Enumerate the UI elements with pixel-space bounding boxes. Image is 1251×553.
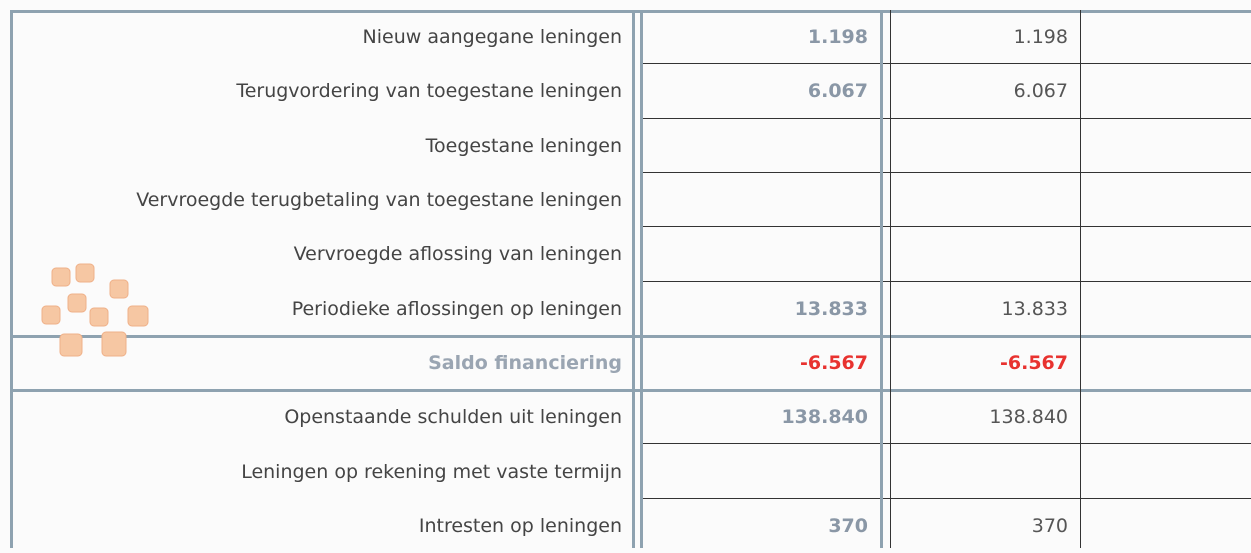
row-label: Toegestane leningen: [425, 134, 622, 157]
row-label: Saldo financiering: [428, 351, 622, 374]
col-line: [632, 10, 635, 548]
value-cell: 138.840: [989, 406, 1068, 429]
row-line: [640, 497, 1251, 499]
row-line: [640, 171, 1251, 173]
col-line: [10, 10, 13, 548]
row-line: [640, 63, 1251, 65]
dice-icon: [41, 263, 149, 357]
value-cell: 1.198: [1013, 26, 1068, 49]
value-cell: 13.833: [1001, 297, 1068, 320]
row-line: [640, 226, 1251, 228]
value-cell: 138.840: [781, 406, 868, 429]
value-cell: -6.567: [800, 351, 868, 374]
row-label: Vervroegde terugbetaling van toegestane …: [136, 189, 622, 212]
col-line: [640, 10, 643, 548]
row-line: [10, 334, 1251, 338]
row-label: Nieuw aangegane leningen: [362, 26, 622, 49]
row-label: Periodieke aflossingen op leningen: [291, 297, 622, 320]
col-line: [890, 10, 891, 548]
value-cell: 6.067: [807, 80, 868, 103]
value-cell: 6.067: [1013, 80, 1068, 103]
col-line: [1080, 10, 1081, 548]
row-line: [10, 389, 1251, 393]
row-label: Terugvordering van toegestane leningen: [236, 80, 622, 103]
value-cell: -6.567: [1000, 351, 1068, 374]
row-line: [640, 117, 1251, 119]
row-label: Openstaande schulden uit leningen: [284, 406, 622, 429]
row-label: Leningen op rekening met vaste termijn: [241, 460, 622, 483]
value-cell: 370: [1031, 514, 1068, 537]
top-line: [10, 10, 1251, 13]
col-line: [880, 10, 883, 548]
row-line: [640, 443, 1251, 445]
value-cell: 370: [828, 514, 868, 537]
value-cell: 13.833: [794, 297, 868, 320]
row-line: [640, 280, 1251, 282]
row-label: Intresten op leningen: [418, 514, 622, 537]
value-cell: 1.198: [807, 26, 868, 49]
row-label: Vervroegde aflossing van leningen: [293, 243, 622, 266]
